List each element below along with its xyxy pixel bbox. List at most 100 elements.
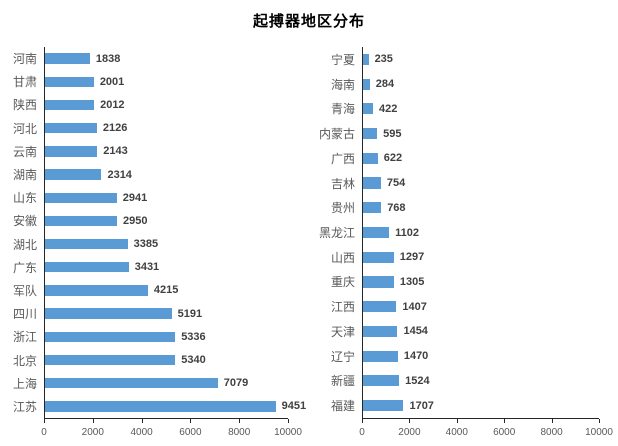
bar-track: 5336	[44, 325, 289, 349]
bar	[363, 350, 398, 362]
bar	[363, 202, 382, 214]
axis-tick-label: 10000	[585, 427, 613, 438]
bar-row: 辽宁 1470	[316, 343, 600, 369]
axis-tick-label: 2000	[81, 427, 104, 438]
bar	[363, 103, 373, 115]
value-label: 2012	[100, 98, 125, 111]
bar-track: 1470	[362, 343, 600, 369]
bar-row: 河南 1838	[4, 47, 289, 71]
category-label: 江苏	[12, 399, 37, 414]
bar-track: 1707	[362, 393, 600, 419]
bar-panel-left: 河南 1838 甘肃 2001 陕西 2012 河北 2126 云南 2143 湖南 2314 山东 29…	[4, 47, 306, 446]
bar-row: 湖南 2314	[4, 162, 289, 187]
value-label: 3385	[133, 238, 159, 251]
axis-tick-mark	[141, 419, 143, 423]
value-label: 1407	[402, 300, 427, 313]
axis-tick-mark	[92, 419, 94, 423]
bar-track: 754	[362, 170, 600, 196]
axis-tick-label: 8000	[540, 427, 563, 438]
bar-row: 新疆 1524	[316, 368, 600, 394]
bar	[363, 177, 381, 189]
axis-tick-label: 2000	[398, 427, 421, 438]
bar-row: 河北 2126	[4, 116, 289, 140]
bar	[363, 301, 397, 313]
category-label: 辽宁	[330, 349, 355, 364]
axis-tick-label: 10000	[274, 427, 302, 438]
category-label: 广东	[12, 260, 37, 275]
bar-track: 2012	[44, 93, 289, 117]
bar	[363, 78, 370, 90]
bar-track: 1524	[362, 368, 600, 394]
category-label: 广西	[330, 151, 355, 166]
axis-tick-mark	[239, 419, 241, 423]
category-label: 江西	[330, 300, 355, 315]
bar	[363, 53, 369, 65]
axis-tick-mark	[190, 419, 192, 423]
bar	[363, 400, 404, 412]
bar-row: 福建 1707	[316, 393, 600, 419]
bar	[363, 152, 378, 164]
bar-track: 1454	[362, 319, 600, 344]
category-label: 青海	[330, 102, 355, 117]
category-label: 山东	[12, 191, 37, 206]
category-label: 军队	[12, 283, 37, 298]
axis-tick-mark	[288, 419, 289, 423]
bar-row: 宁夏 235	[316, 47, 600, 72]
bar-track: 5191	[44, 302, 289, 326]
value-label: 7079	[223, 377, 249, 390]
bar	[45, 262, 129, 273]
axis-tick-mark	[551, 419, 553, 423]
bar-track: 3385	[44, 232, 289, 256]
value-label: 2126	[102, 122, 128, 135]
bar-row: 江苏 9451	[4, 394, 306, 418]
bar-track: 235	[362, 47, 600, 72]
bar	[363, 375, 400, 387]
category-label: 湖北	[12, 237, 37, 252]
value-label: 5191	[177, 307, 203, 320]
bar-track: 4215	[44, 278, 289, 303]
bar-track: 7079	[44, 371, 289, 395]
x-axis: 0 2000 4000 6000 8000 10000	[316, 418, 613, 446]
plot-rows: 宁夏 235 海南 284 青海 422 内蒙古 595 广西 622 吉林 754 贵州 768 黑龙江 1…	[316, 47, 600, 419]
bar	[45, 331, 176, 343]
bar-row: 湖北 3385	[4, 232, 289, 256]
bar-track: 768	[362, 195, 600, 221]
bar-row: 军队 4215	[4, 278, 289, 303]
category-label: 福建	[330, 399, 355, 414]
axis-tick-label: 4000	[130, 427, 153, 438]
bar-track: 2143	[44, 139, 289, 163]
category-label: 浙江	[12, 330, 37, 345]
category-label: 山西	[330, 250, 355, 265]
bar	[45, 238, 128, 250]
axis-tick-label: 0	[41, 427, 47, 438]
bar	[45, 192, 117, 203]
category-label: 湖南	[12, 168, 37, 183]
bar-track: 2001	[44, 70, 289, 94]
bar-row: 四川 5191	[4, 302, 289, 326]
value-label: 3431	[134, 261, 160, 274]
bar	[363, 226, 390, 239]
axis-tick-mark	[362, 419, 363, 423]
bar-row: 甘肃 2001	[4, 70, 289, 94]
bar-row: 浙江 5336	[4, 325, 289, 349]
bar-track: 1297	[362, 244, 600, 270]
bar-track: 2941	[44, 186, 289, 210]
axis-tick-label: 0	[359, 427, 365, 438]
value-label: 284	[375, 78, 395, 91]
bar-track: 422	[362, 96, 600, 122]
value-label: 4215	[153, 284, 179, 297]
axis-tick-mark	[409, 419, 411, 423]
bar-track: 1407	[362, 294, 600, 320]
category-label: 天津	[330, 324, 355, 339]
bar-track: 9451	[44, 394, 306, 418]
value-label: 1297	[399, 251, 425, 264]
bar-row: 吉林 754	[316, 170, 600, 196]
category-label: 贵州	[330, 201, 355, 216]
category-label: 上海	[12, 376, 37, 391]
bar-row: 安徽 2950	[4, 209, 289, 233]
bar	[363, 251, 394, 263]
bar	[45, 53, 90, 64]
value-label: 235	[374, 53, 393, 66]
value-label: 754	[386, 177, 406, 190]
